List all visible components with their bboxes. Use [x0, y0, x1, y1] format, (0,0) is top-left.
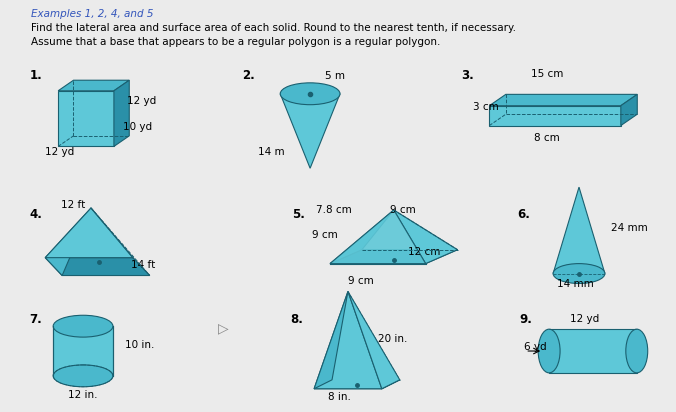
- Ellipse shape: [626, 329, 648, 373]
- Polygon shape: [53, 326, 113, 376]
- Text: 10 yd: 10 yd: [123, 122, 152, 131]
- Text: 24 mm: 24 mm: [611, 223, 648, 233]
- Polygon shape: [45, 208, 91, 276]
- Text: 14 mm: 14 mm: [556, 279, 594, 290]
- Text: 9 cm: 9 cm: [390, 205, 416, 215]
- Polygon shape: [489, 106, 621, 126]
- Text: 8 in.: 8 in.: [328, 392, 351, 402]
- Polygon shape: [45, 258, 150, 276]
- Text: 12 yd: 12 yd: [571, 314, 600, 324]
- Text: 12 in.: 12 in.: [68, 390, 98, 400]
- Polygon shape: [45, 208, 133, 258]
- Text: 7.8 cm: 7.8 cm: [316, 205, 352, 215]
- Text: Examples 1, 2, 4, and 5: Examples 1, 2, 4, and 5: [31, 9, 153, 19]
- Text: 12 yd: 12 yd: [45, 147, 74, 157]
- Ellipse shape: [553, 264, 605, 283]
- Text: 6.: 6.: [517, 208, 530, 221]
- Polygon shape: [314, 380, 400, 389]
- Text: 4.: 4.: [29, 208, 42, 221]
- Text: ▷: ▷: [218, 321, 229, 335]
- Polygon shape: [549, 329, 637, 373]
- Text: 9 cm: 9 cm: [312, 230, 338, 240]
- Polygon shape: [58, 91, 114, 146]
- Text: 20 in.: 20 in.: [378, 334, 407, 344]
- Text: 5.: 5.: [292, 208, 305, 221]
- Text: 3.: 3.: [462, 69, 475, 82]
- Text: 1.: 1.: [29, 69, 42, 82]
- Text: 12 yd: 12 yd: [127, 96, 156, 106]
- Text: 3 cm: 3 cm: [473, 102, 499, 112]
- Polygon shape: [314, 291, 348, 389]
- Text: 2.: 2.: [243, 69, 255, 82]
- Text: 5 m: 5 m: [325, 71, 345, 81]
- Polygon shape: [348, 291, 400, 389]
- Text: 10 in.: 10 in.: [125, 340, 154, 350]
- Polygon shape: [281, 94, 340, 168]
- Ellipse shape: [538, 329, 560, 373]
- Ellipse shape: [53, 365, 113, 387]
- Polygon shape: [314, 291, 382, 389]
- Polygon shape: [330, 250, 458, 264]
- Text: Find the lateral area and surface area of each solid. Round to the nearest tenth: Find the lateral area and surface area o…: [31, 23, 516, 33]
- Polygon shape: [553, 187, 605, 274]
- Text: 9 cm: 9 cm: [348, 276, 374, 286]
- Polygon shape: [330, 210, 393, 264]
- Ellipse shape: [281, 83, 340, 105]
- Text: 7.: 7.: [29, 313, 42, 326]
- Polygon shape: [489, 94, 637, 106]
- Text: 8 cm: 8 cm: [534, 133, 560, 143]
- Text: 14 ft: 14 ft: [131, 260, 155, 269]
- Text: 15 cm: 15 cm: [531, 69, 563, 79]
- Text: 12 ft: 12 ft: [61, 200, 85, 210]
- Polygon shape: [114, 80, 129, 146]
- Polygon shape: [393, 210, 458, 264]
- Text: 14 m: 14 m: [258, 147, 285, 157]
- Ellipse shape: [53, 315, 113, 337]
- Polygon shape: [621, 94, 637, 126]
- Text: 6 yd: 6 yd: [524, 342, 547, 352]
- Text: 12 cm: 12 cm: [408, 247, 440, 257]
- Text: 9.: 9.: [519, 313, 532, 326]
- Text: Assume that a base that appears to be a regular polygon is a regular polygon.: Assume that a base that appears to be a …: [31, 37, 441, 47]
- Polygon shape: [58, 80, 129, 91]
- Polygon shape: [330, 210, 426, 264]
- Text: 8.: 8.: [290, 313, 303, 326]
